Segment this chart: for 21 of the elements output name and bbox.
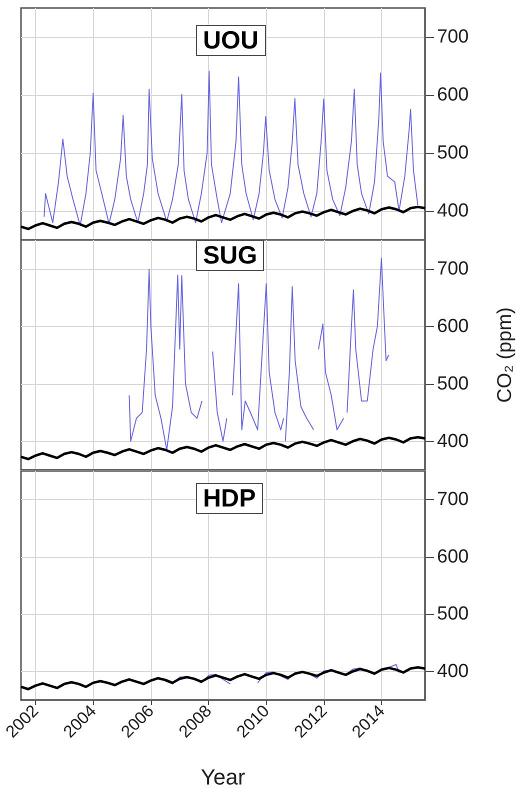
y-tick-label: 500 bbox=[437, 373, 469, 394]
y-tick-label: 600 bbox=[437, 84, 469, 106]
line-series bbox=[20, 666, 426, 690]
chart-title: SUG bbox=[203, 242, 258, 270]
y-tick-label: 400 bbox=[437, 200, 469, 222]
x-axis-title: Year bbox=[200, 764, 246, 790]
y-tick-label: 700 bbox=[437, 489, 469, 510]
y-tick-label: 500 bbox=[437, 604, 469, 625]
y-tick-label: 500 bbox=[437, 142, 469, 164]
line-series bbox=[20, 436, 426, 460]
y-tick-label: 400 bbox=[437, 660, 469, 682]
y-axis-title: CO₂ (ppm) bbox=[494, 307, 516, 403]
y-tick-label: 400 bbox=[437, 430, 469, 452]
y-tick-label: 700 bbox=[437, 258, 469, 280]
line-series bbox=[20, 206, 426, 230]
text: UOU bbox=[203, 26, 259, 54]
y-tick-label: 700 bbox=[437, 26, 469, 48]
y-tick-label: 600 bbox=[437, 546, 469, 568]
line-series bbox=[44, 70, 418, 226]
text: HDP bbox=[203, 484, 256, 512]
y-tick-label: 600 bbox=[437, 316, 469, 337]
